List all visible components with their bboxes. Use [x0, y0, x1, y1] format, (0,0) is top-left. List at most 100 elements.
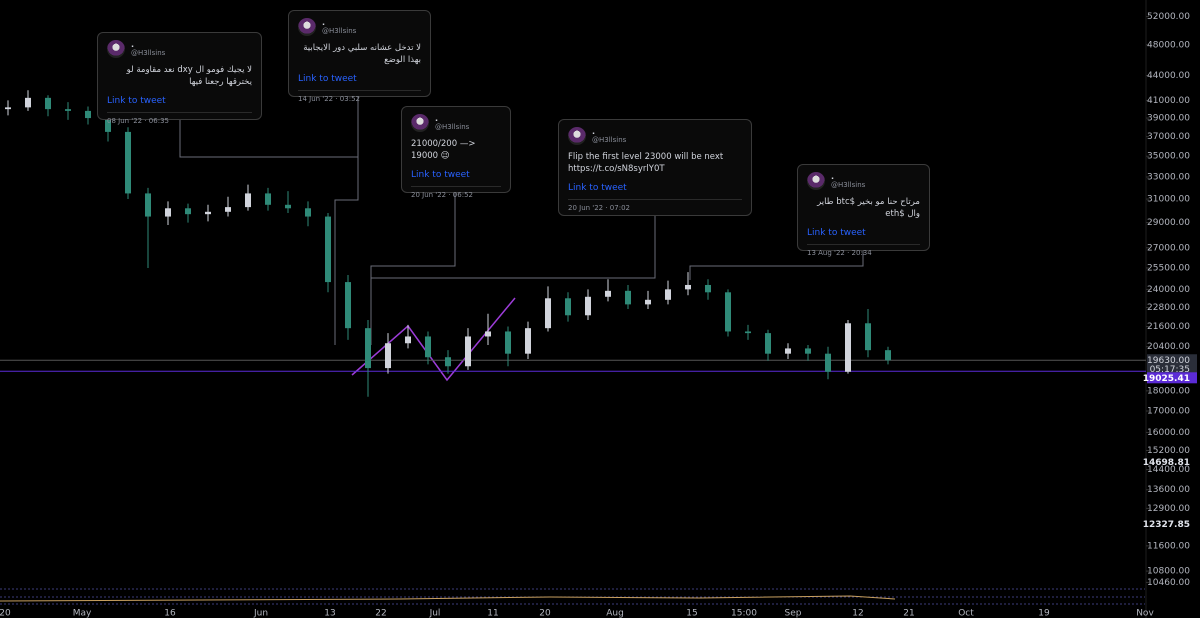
tweet-link[interactable]: Link to tweet [568, 183, 627, 193]
tweet-link[interactable]: Link to tweet [411, 170, 470, 180]
candle-body [565, 298, 571, 316]
candle-body [685, 284, 691, 290]
candle-body [105, 118, 111, 132]
candle-body [625, 290, 631, 305]
candle-body [665, 289, 671, 300]
avatar [807, 172, 825, 190]
candle-body [125, 131, 131, 194]
candle-body [485, 331, 491, 337]
y-tick-label: 27000.00 [1147, 243, 1190, 253]
tweet-date: 08 Jun '22 · 06:35 [107, 117, 169, 125]
connector [179, 120, 358, 158]
indicator-pane [0, 588, 1145, 605]
x-tick-label: 20 [0, 609, 11, 618]
indicator-line [0, 595, 896, 602]
tweet-date: 14 Jun '22 · 03:52 [298, 95, 360, 103]
candle-body [545, 298, 551, 329]
tweet-link[interactable]: Link to tweet [807, 228, 866, 238]
candle-body [445, 357, 451, 367]
author-handle: @H3llsins [831, 181, 866, 189]
tweet-card: . @H3llsins لا تدخل عشانه سلبي دور الايجاب… [288, 10, 431, 103]
candle-body [645, 299, 651, 305]
tweet-link[interactable]: Link to tweet [298, 74, 357, 84]
x-tick-label: May [73, 609, 92, 618]
divider [807, 244, 920, 245]
y-tick-label: 11600.00 [1147, 541, 1190, 551]
tweet-header: . @H3llsins [568, 127, 742, 145]
candle-body [85, 110, 91, 119]
candle-body [725, 292, 731, 332]
x-tick-label: 22 [375, 609, 386, 618]
avatar [568, 127, 586, 145]
author: . @H3llsins [592, 127, 626, 145]
y-tick-label: 10800.00 [1147, 567, 1190, 577]
candle-body [785, 348, 791, 354]
trend-drawing [351, 297, 516, 382]
author-name: . [592, 127, 596, 136]
candle-body [405, 336, 411, 344]
tweet-header: . @H3llsins [411, 114, 501, 132]
tweet-header: . @H3llsins [107, 40, 252, 58]
candle-body [345, 282, 351, 329]
y-tick-label: 39000.00 [1147, 114, 1190, 124]
candle-body [385, 343, 391, 369]
y-tick-label: 48000.00 [1147, 40, 1190, 50]
y-tick-label: 24000.00 [1147, 285, 1190, 295]
candle-body [745, 331, 751, 334]
marked-price: 14698.81 [1143, 458, 1190, 468]
author-handle: @H3llsins [131, 49, 166, 57]
candle-body [225, 207, 231, 212]
x-tick-label: 20 [539, 609, 551, 618]
hline-label: 19025.41 [1143, 374, 1190, 384]
tweet-date: 13 Aug '22 · 20:34 [807, 249, 872, 257]
y-tick-label: 31000.00 [1147, 195, 1190, 205]
author: . @H3llsins [322, 19, 356, 36]
x-tick-label: Jul [429, 609, 441, 618]
candle-body [245, 193, 251, 208]
candle-body [265, 193, 271, 205]
tweet-text: لا تدخل عشانه سلبي دور الايجابية بهذا ال… [303, 43, 421, 65]
candle-body [845, 323, 851, 372]
x-tick-label: 19 [1038, 609, 1050, 618]
tweet-card: . @H3llsins Flip the first level 23000 wil… [558, 119, 752, 216]
candle-body [525, 328, 531, 354]
tweet-text: مرتاح حنا مو بخير $btc طاير وال $eth [817, 197, 920, 219]
author-handle: @H3llsins [435, 123, 470, 131]
author-name: . [435, 114, 439, 123]
tweet-link[interactable]: Link to tweet [107, 96, 166, 106]
y-tick-label: 10460.00 [1147, 578, 1190, 588]
y-tick-label: 44000.00 [1147, 71, 1190, 81]
tweet-card: . @H3llsins 21000/200 —> 19000 😉 Link to tw… [401, 106, 511, 199]
tweet-text: Flip the first level 23000 will be next … [568, 152, 724, 174]
candle-body [765, 333, 771, 354]
countdown: 05:17:35 [1150, 365, 1190, 375]
x-tick-label: 15:00 [731, 609, 757, 618]
candle-body [425, 336, 431, 358]
candle-body [885, 350, 891, 361]
connector [371, 216, 656, 279]
candle-body [305, 208, 311, 217]
y-tick-label: 41000.00 [1147, 96, 1190, 106]
divider [568, 199, 742, 200]
y-tick-label: 52000.00 [1147, 12, 1190, 22]
y-tick-label: 22800.00 [1147, 303, 1190, 313]
candle-body [505, 331, 511, 354]
candle-body [605, 290, 611, 297]
last-price-badge [1147, 354, 1197, 375]
y-tick-label: 14400.00 [1147, 465, 1190, 475]
candle-body [25, 97, 31, 108]
candle-body [65, 109, 71, 111]
tweet-header: . @H3llsins [807, 172, 920, 190]
x-tick-label: Jun [253, 609, 268, 618]
avatar [107, 40, 125, 58]
candle-body [805, 348, 811, 354]
divider [298, 90, 421, 91]
tweet-card: . @H3llsins لا يجيك فومو ال dxy نعد مقاومة… [97, 32, 262, 125]
x-tick-label: 16 [164, 609, 176, 618]
y-tick-label: 17000.00 [1147, 407, 1190, 417]
y-tick-label: 29000.00 [1147, 218, 1190, 228]
divider [411, 186, 501, 187]
avatar [411, 114, 429, 132]
